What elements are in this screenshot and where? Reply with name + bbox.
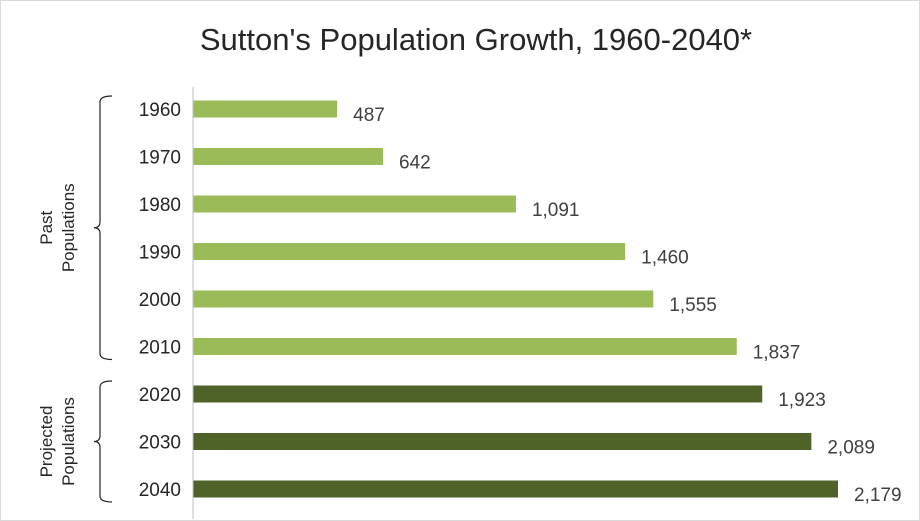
bars-layer (193, 101, 838, 498)
bar-2020 (193, 386, 762, 403)
group-label-0: Past Populations (37, 183, 78, 272)
group-label-line: Past (37, 210, 56, 244)
tick-label-1980: 1980 (139, 195, 181, 216)
bar-2000 (193, 291, 653, 308)
group-label-1: Projected Populations (37, 397, 78, 486)
data-label-2020: 1,923 (778, 390, 826, 411)
group-label-line: Populations (59, 183, 78, 272)
bar-2010 (193, 338, 737, 355)
data-label-1990: 1,460 (641, 248, 689, 269)
bar-1960 (193, 101, 337, 118)
data-label-2010: 1,837 (753, 343, 801, 364)
bar-2040 (193, 481, 838, 498)
tick-label-2000: 2000 (139, 290, 181, 311)
bar-1970 (193, 148, 383, 165)
tick-label-2040: 2040 (139, 480, 181, 501)
tick-label-2010: 2010 (139, 338, 181, 359)
data-label-1980: 1,091 (532, 200, 580, 221)
group-bracket-0 (94, 96, 112, 360)
tick-label-1990: 1990 (139, 243, 181, 264)
data-label-2030: 2,089 (827, 438, 875, 459)
group-label-line: Populations (59, 397, 78, 486)
data-label-2040: 2,179 (854, 485, 902, 506)
data-label-2000: 1,555 (669, 295, 717, 316)
tick-label-1960: 1960 (139, 100, 181, 121)
bar-2030 (193, 433, 811, 450)
category-ticks-layer: 1960 1970 1980 1990 2000 2010 2020 2030 2040 (139, 100, 181, 501)
group-label-line: Projected (37, 406, 56, 478)
tick-label-2020: 2020 (139, 385, 181, 406)
tick-label-2030: 2030 (139, 433, 181, 454)
group-bracket-1 (94, 381, 112, 502)
data-label-1970: 642 (399, 153, 431, 174)
data-label-1960: 487 (353, 105, 385, 126)
bar-1980 (193, 196, 516, 213)
bar-1990 (193, 243, 625, 260)
tick-label-1970: 1970 (139, 148, 181, 169)
